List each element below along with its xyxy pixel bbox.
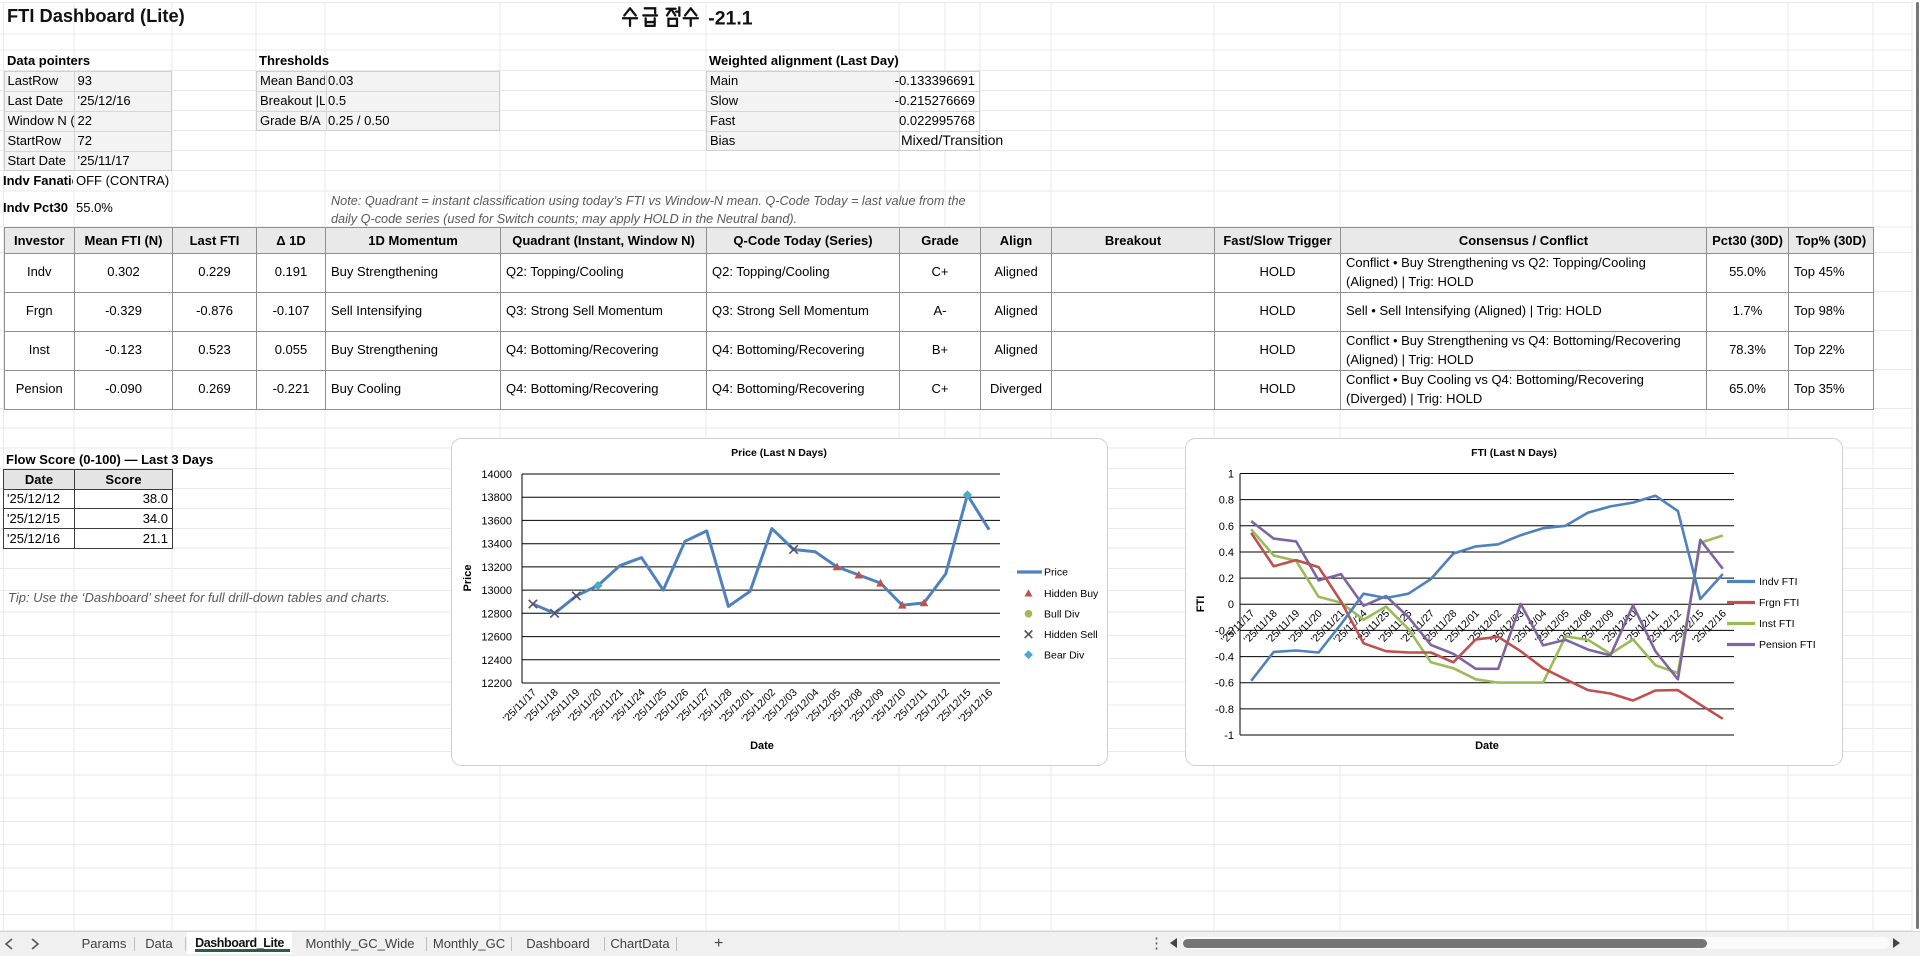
svg-text:Bull Div: Bull Div [1044, 608, 1080, 620]
svg-text:12400: 12400 [481, 655, 512, 667]
svg-text:Bear Div: Bear Div [1044, 649, 1085, 661]
svg-text:13000: 13000 [481, 585, 512, 597]
svg-text:0.2: 0.2 [1219, 573, 1234, 585]
svg-text:12200: 12200 [481, 678, 512, 690]
svg-text:FTI (Last N Days): FTI (Last N Days) [1471, 447, 1557, 459]
svg-text:-0.6: -0.6 [1215, 678, 1234, 690]
svg-text:FTI: FTI [1195, 596, 1207, 613]
svg-text:-1: -1 [1224, 730, 1234, 742]
svg-text:Frgn FTI: Frgn FTI [1759, 597, 1799, 609]
svg-text:Indv FTI: Indv FTI [1759, 576, 1798, 588]
svg-text:Pension FTI: Pension FTI [1759, 639, 1816, 651]
svg-text:12600: 12600 [481, 632, 512, 644]
svg-text:-0.8: -0.8 [1215, 704, 1234, 716]
svg-text:13200: 13200 [481, 562, 512, 574]
svg-text:0.4: 0.4 [1219, 547, 1234, 559]
svg-text:Date: Date [1475, 740, 1499, 752]
svg-text:0.8: 0.8 [1219, 495, 1234, 507]
svg-text:0.6: 0.6 [1219, 521, 1234, 533]
svg-text:13400: 13400 [481, 539, 512, 551]
svg-text:Price (Last N Days): Price (Last N Days) [731, 447, 827, 459]
svg-text:14000: 14000 [481, 469, 512, 481]
svg-text:Price: Price [462, 565, 474, 592]
svg-text:12800: 12800 [481, 608, 512, 620]
svg-text:1: 1 [1228, 469, 1234, 481]
svg-text:Hidden Buy: Hidden Buy [1044, 588, 1099, 600]
svg-text:13600: 13600 [481, 515, 512, 527]
svg-text:Date: Date [750, 740, 774, 752]
svg-text:Hidden Sell: Hidden Sell [1044, 629, 1098, 641]
svg-text:-0.2: -0.2 [1215, 625, 1234, 637]
svg-text:-0.4: -0.4 [1215, 652, 1234, 664]
svg-text:-21.1: -21.1 [708, 8, 752, 29]
svg-text:0: 0 [1228, 599, 1234, 611]
svg-text:13800: 13800 [481, 492, 512, 504]
svg-text:Inst FTI: Inst FTI [1759, 618, 1795, 630]
svg-text:Price: Price [1044, 567, 1068, 579]
